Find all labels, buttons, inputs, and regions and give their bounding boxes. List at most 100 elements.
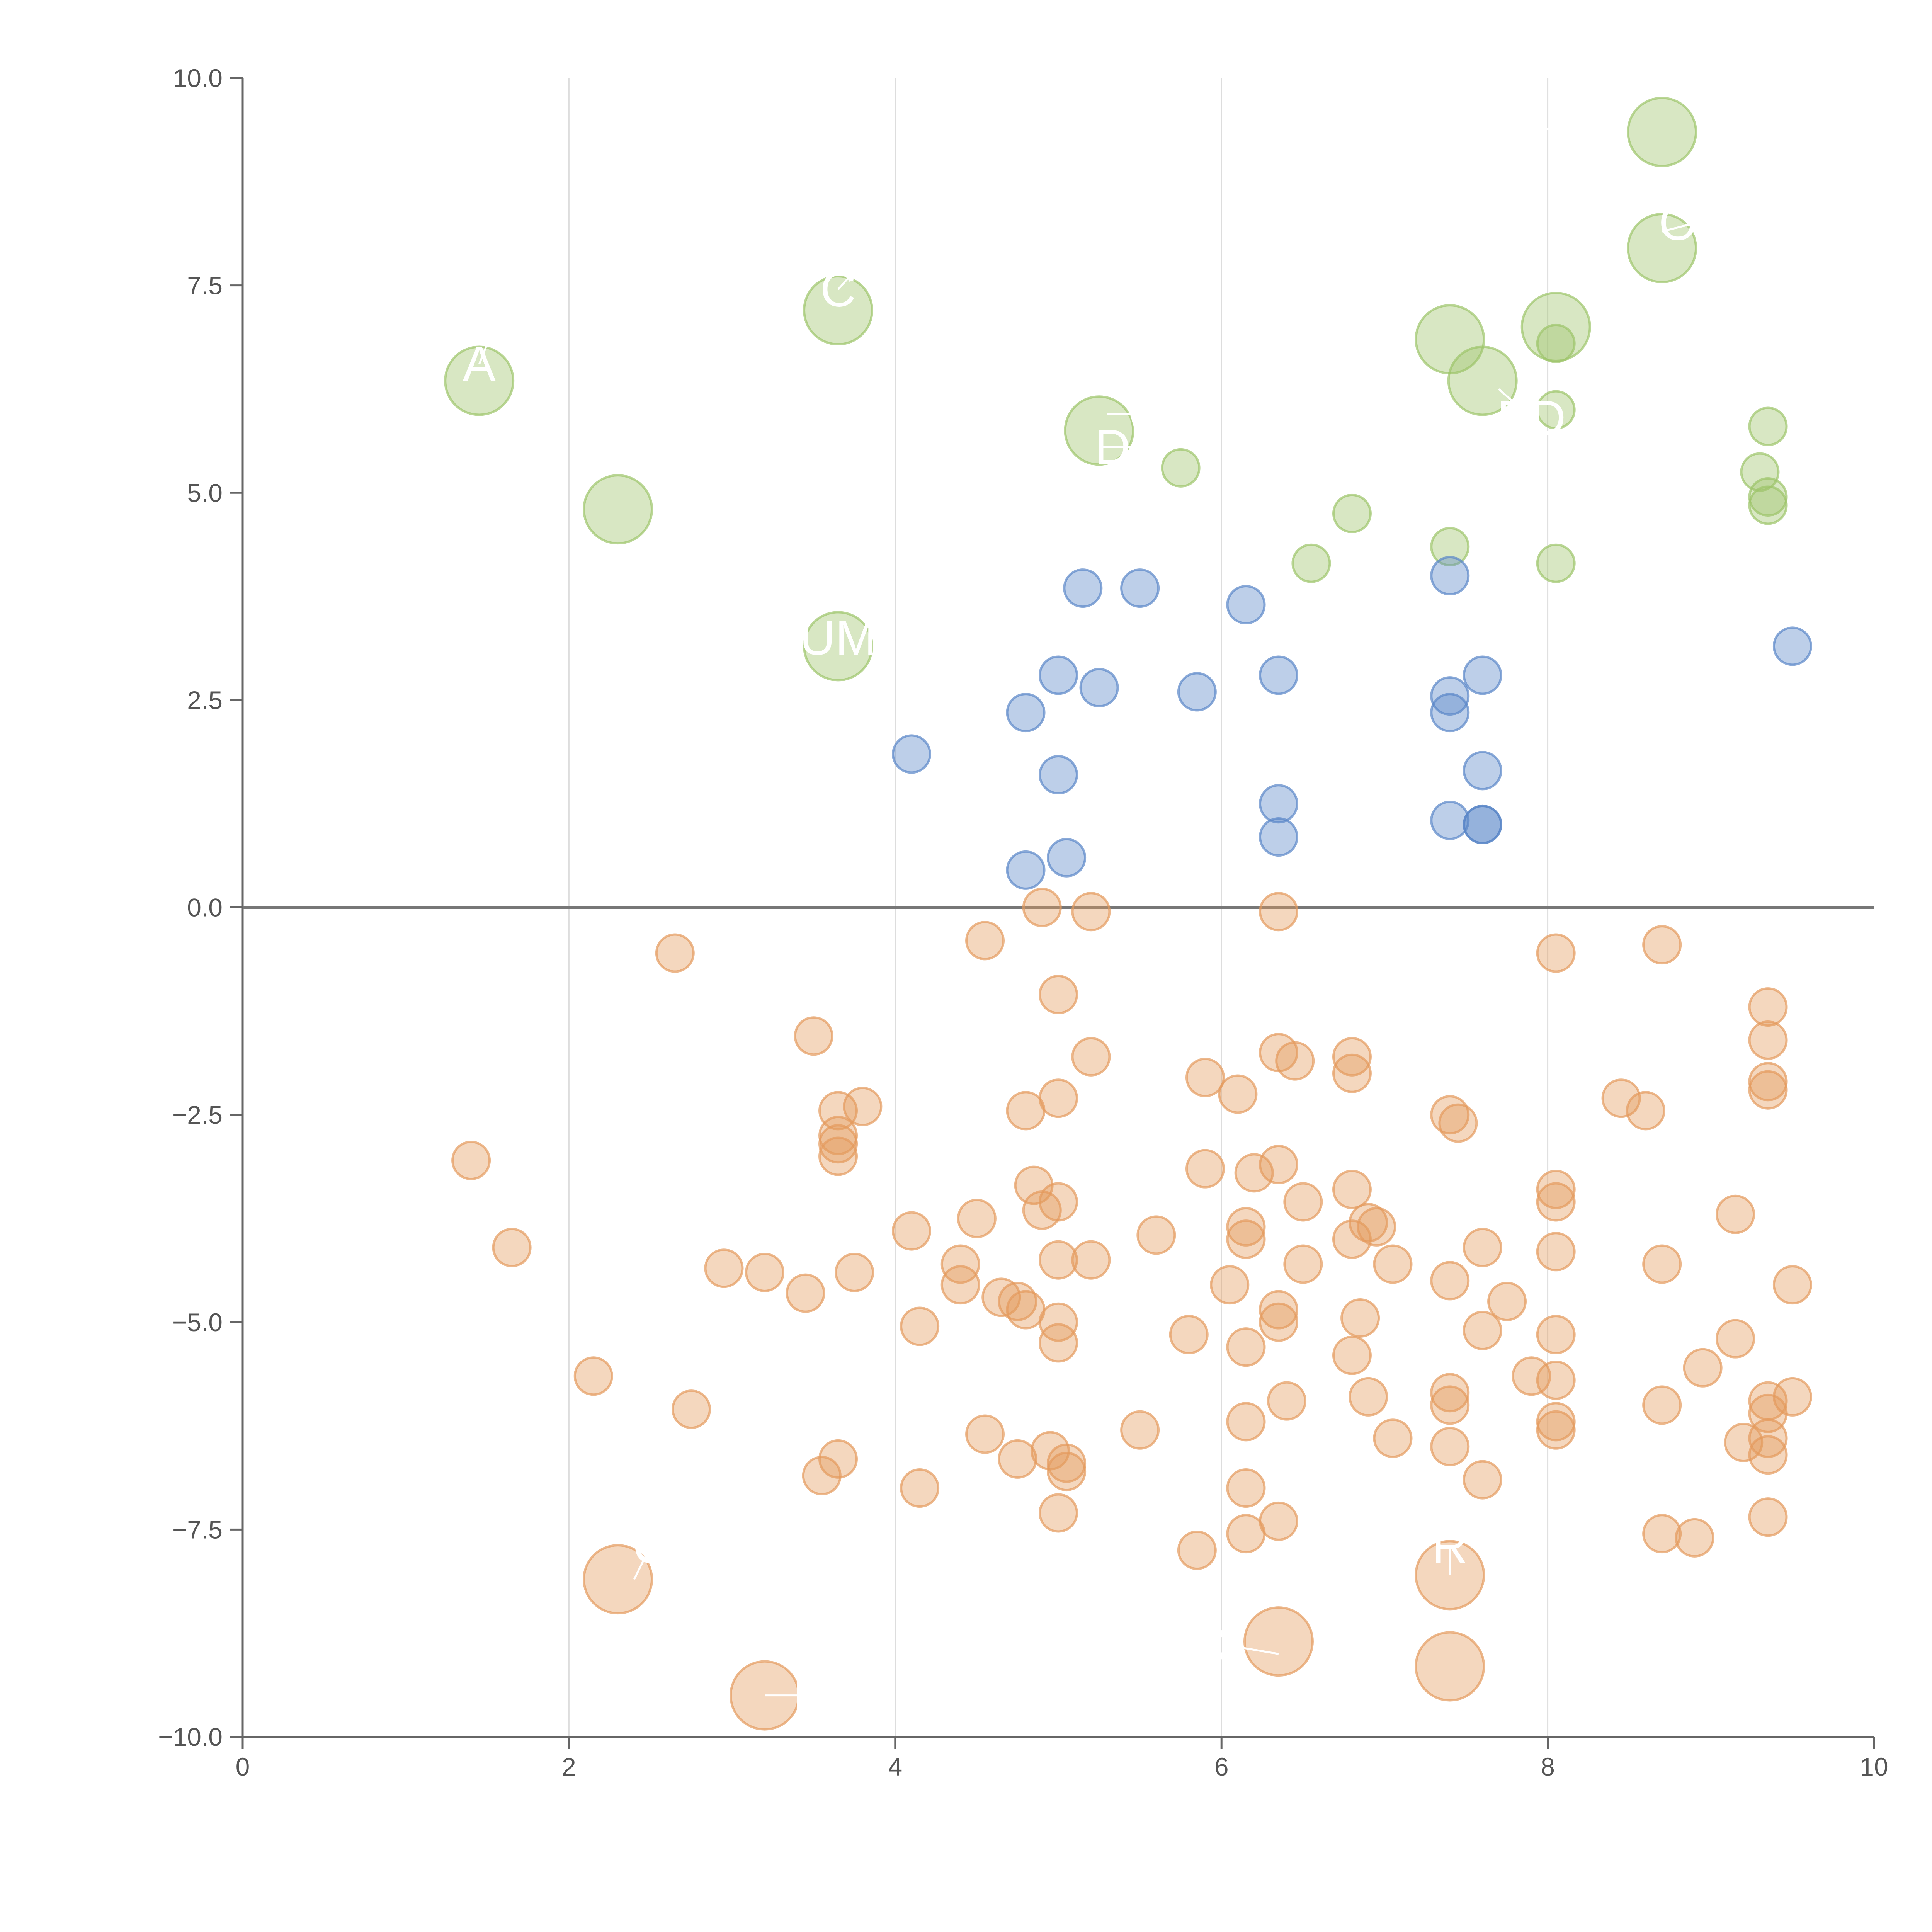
- orange-data-point: [1039, 1493, 1078, 1533]
- orange-data-point: [1006, 1091, 1046, 1131]
- orange-data-point: [1226, 1514, 1266, 1554]
- orange-data-point: [1226, 1402, 1266, 1442]
- orange-data-point: [1039, 1302, 1078, 1342]
- y-tick-label: −2.5: [172, 1100, 223, 1129]
- orange-data-point: [1169, 1315, 1209, 1354]
- orange-data-point: [1177, 1531, 1217, 1570]
- orange-data-point: [1022, 1190, 1062, 1230]
- orange-data-point: [1438, 1103, 1478, 1143]
- orange-data-point: [981, 1277, 1021, 1317]
- orange-data-point: [1030, 1431, 1070, 1471]
- orange-data-point: [818, 1136, 858, 1176]
- orange-data-point: [843, 1087, 883, 1126]
- green-data-point: [1430, 527, 1470, 566]
- orange-data-point: [1536, 1361, 1576, 1400]
- orange-data-point: [1226, 1327, 1266, 1367]
- point-label: A: [463, 337, 496, 392]
- green-data-point: [1536, 543, 1576, 583]
- orange-data-point: [1463, 1460, 1502, 1500]
- axes: 10.0 7.5 5.0 2.5 0.0 −2.5 −5.0 −7.5 −10.0 0 2 4 6 8 10: [158, 64, 1888, 1781]
- blue-data-point: [1259, 655, 1298, 695]
- label-leader-line: [633, 1546, 651, 1580]
- y-tick-label: −10.0: [158, 1723, 223, 1751]
- orange-data-point: [1047, 1443, 1087, 1483]
- orange-data-point: [1536, 1170, 1576, 1209]
- orange-data-point: [1373, 1418, 1413, 1458]
- point-label: DO: [1095, 420, 1169, 475]
- orange-data-point: [957, 1199, 997, 1238]
- orange-data-point: [1039, 975, 1078, 1014]
- orange-data-point: [1218, 1074, 1258, 1114]
- orange-data-point: [1071, 1240, 1111, 1280]
- blue-data-point: [1177, 672, 1217, 712]
- orange-data-point: [1772, 1377, 1812, 1417]
- orange-data-point: [1748, 987, 1788, 1027]
- orange-bubble-large: [1415, 1631, 1485, 1702]
- orange-data-point: [1039, 1240, 1078, 1280]
- orange-data-point: [1512, 1356, 1551, 1396]
- blue-data-point: [1039, 655, 1078, 695]
- y-tick-label: 2.5: [187, 686, 223, 714]
- orange-data-point: [672, 1389, 711, 1429]
- orange-data-point: [818, 1116, 858, 1155]
- x-tick-label: 0: [236, 1752, 250, 1781]
- orange-bubble-large: [1243, 1606, 1314, 1677]
- orange-data-point: [1642, 1514, 1682, 1554]
- orange-data-point: [1373, 1244, 1413, 1284]
- orange-data-point: [1536, 1410, 1576, 1450]
- orange-data-point: [1642, 925, 1682, 965]
- point-label: E: [1548, 104, 1580, 160]
- x-tick-label: 4: [888, 1752, 902, 1781]
- orange-data-point: [1340, 1298, 1380, 1338]
- orange-data-point: [451, 1141, 491, 1180]
- green-bubble-large: [1627, 213, 1697, 284]
- orange-data-point: [1716, 1319, 1755, 1359]
- point-label: W: [1125, 386, 1172, 442]
- blue-data-point: [1430, 676, 1470, 716]
- orange-data-point: [1772, 1265, 1812, 1305]
- blue-data-point: [1463, 655, 1502, 695]
- x-tick-label: 6: [1214, 1752, 1229, 1781]
- orange-data-point: [1185, 1149, 1225, 1189]
- orange-data-point: [1463, 1311, 1502, 1350]
- green-data-point: [1536, 390, 1576, 430]
- orange-data-point: [1210, 1265, 1250, 1305]
- blue-data-point: [1226, 585, 1266, 625]
- orange-data-point: [1226, 1468, 1266, 1508]
- y-tick-label: −7.5: [172, 1515, 223, 1544]
- orange-data-point: [1267, 1381, 1307, 1421]
- blue-data-point: [1772, 626, 1812, 666]
- orange-data-point: [745, 1252, 785, 1292]
- orange-data-point: [802, 1456, 842, 1495]
- orange-data-point: [892, 1211, 932, 1251]
- orange-data-point: [1259, 1145, 1298, 1184]
- orange-data-point: [1332, 1335, 1372, 1375]
- x-tick-label: 10: [1860, 1752, 1888, 1781]
- orange-data-point: [940, 1244, 980, 1284]
- y-tick-label: −5.0: [172, 1308, 223, 1337]
- green-data-point: [1748, 477, 1788, 517]
- orange-data-point: [1675, 1518, 1714, 1558]
- point-label: OP: [1659, 196, 1730, 251]
- orange-data-point: [1487, 1282, 1527, 1321]
- orange-data-point: [1536, 1402, 1576, 1442]
- orange-data-point: [1748, 1020, 1788, 1060]
- blue-data-point: [1463, 804, 1502, 844]
- orange-data-point: [1642, 1385, 1682, 1425]
- green-bubble-large: [1447, 345, 1518, 416]
- orange-data-point: [1071, 1037, 1111, 1077]
- data-points: [444, 97, 1812, 1731]
- point-label: M: [793, 1668, 834, 1723]
- green-data-point: [1332, 493, 1372, 533]
- green-data-point: [1748, 406, 1788, 446]
- orange-data-point: [1332, 1037, 1372, 1077]
- blue-data-point: [1430, 801, 1470, 840]
- label-leader-line: [837, 252, 872, 291]
- green-data-point: [1291, 543, 1331, 583]
- green-data-point: [1748, 485, 1788, 525]
- point-label: C: [820, 262, 856, 317]
- orange-data-point: [573, 1356, 613, 1396]
- orange-data-point: [1430, 1373, 1470, 1413]
- point-label: X: [1213, 1618, 1246, 1673]
- point-label: C: [633, 1519, 668, 1574]
